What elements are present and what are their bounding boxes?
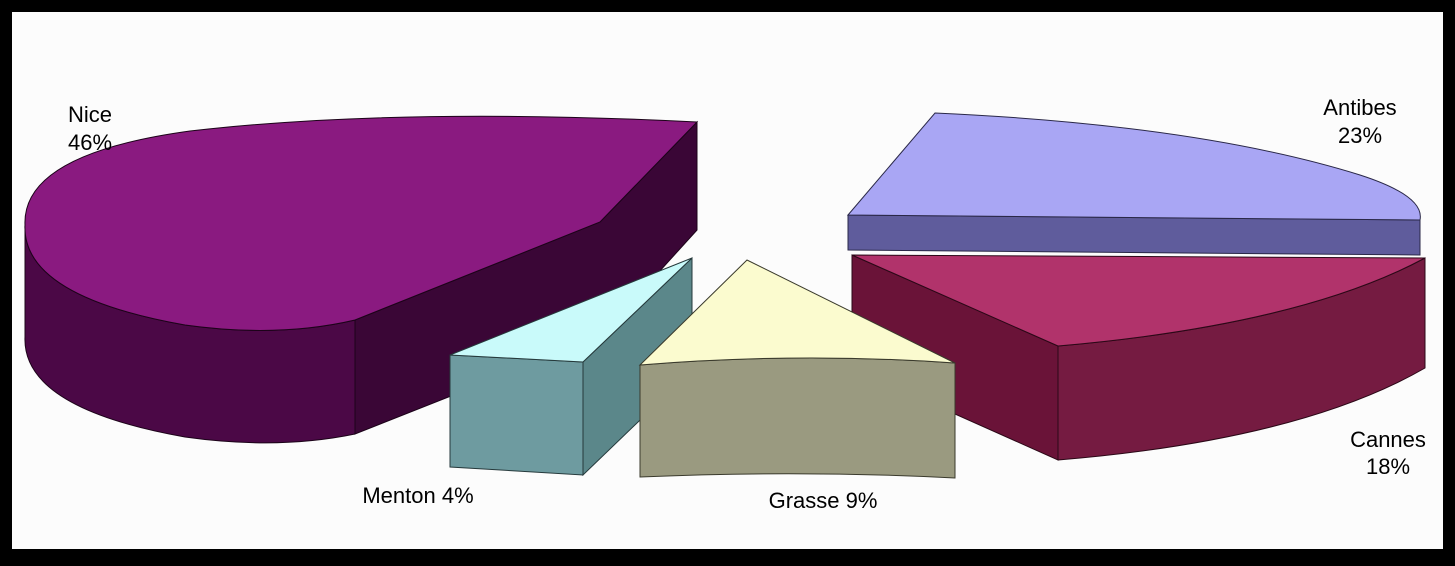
slice-grasse-front-side [639,357,956,479]
slice-cannes [851,254,1426,461]
slice-nice [24,115,699,444]
slice-antibes-cut-side [847,214,1421,256]
label-menton: Menton 4% [362,483,473,508]
slice-grasse-top [638,259,956,366]
label-cannes-value: 18% [1366,454,1410,479]
slice-menton [449,256,693,477]
label-grasse: Grasse 9% [769,488,878,513]
slice-labels: Nice 46% Antibes 23% Cannes 18% Grasse 9… [68,95,1426,513]
slice-antibes-top [846,112,1421,221]
slice-menton-front-side [449,354,584,476]
slice-cannes-top [851,254,1426,347]
label-antibes-value: 23% [1338,123,1382,148]
label-nice-name: Nice [68,102,112,127]
slice-grasse [638,259,956,479]
label-nice-value: 46% [68,130,112,155]
label-cannes-name: Cannes [1350,427,1426,452]
slice-antibes [846,112,1421,256]
slice-nice-top [24,115,699,331]
slice-menton-top [449,257,693,363]
label-antibes-name: Antibes [1323,95,1396,120]
